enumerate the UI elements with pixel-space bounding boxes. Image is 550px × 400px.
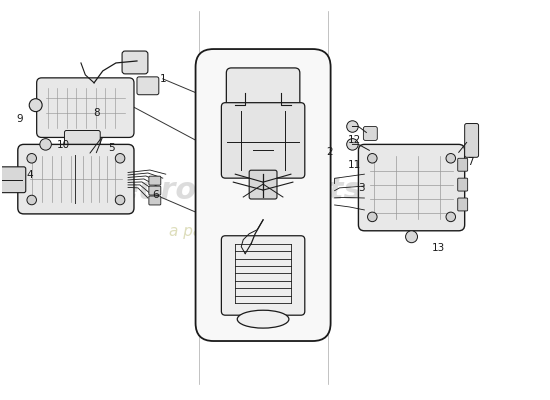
Text: 12: 12	[348, 136, 361, 146]
Text: 6: 6	[152, 190, 159, 200]
Text: 10: 10	[57, 140, 70, 150]
FancyBboxPatch shape	[458, 178, 468, 191]
FancyBboxPatch shape	[465, 124, 478, 157]
FancyBboxPatch shape	[64, 130, 100, 148]
Text: 3: 3	[358, 183, 365, 193]
FancyBboxPatch shape	[227, 68, 300, 110]
Text: a passion for parts: a passion for parts	[169, 224, 311, 239]
Circle shape	[367, 212, 377, 222]
Ellipse shape	[237, 310, 289, 328]
Text: 13: 13	[432, 243, 446, 253]
FancyBboxPatch shape	[149, 186, 161, 195]
Circle shape	[405, 231, 417, 243]
Text: euro car parts: euro car parts	[118, 176, 362, 204]
Circle shape	[346, 121, 358, 132]
Circle shape	[27, 195, 36, 205]
Circle shape	[446, 154, 455, 163]
FancyBboxPatch shape	[137, 77, 159, 95]
Circle shape	[346, 139, 358, 150]
Text: 8: 8	[93, 108, 100, 118]
FancyBboxPatch shape	[18, 144, 134, 214]
Circle shape	[40, 139, 51, 150]
FancyBboxPatch shape	[149, 196, 161, 205]
FancyBboxPatch shape	[249, 170, 277, 199]
Text: 1: 1	[160, 74, 166, 84]
FancyBboxPatch shape	[149, 176, 161, 185]
Circle shape	[116, 195, 125, 205]
Circle shape	[367, 154, 377, 163]
Text: 7: 7	[468, 157, 474, 167]
FancyBboxPatch shape	[458, 158, 468, 171]
Circle shape	[27, 154, 36, 163]
FancyBboxPatch shape	[37, 78, 134, 138]
FancyBboxPatch shape	[359, 144, 465, 231]
Text: 4: 4	[26, 170, 33, 180]
FancyBboxPatch shape	[122, 51, 148, 74]
Text: 9: 9	[16, 114, 23, 124]
Text: 5: 5	[108, 143, 114, 153]
Circle shape	[446, 212, 455, 222]
FancyBboxPatch shape	[458, 198, 468, 211]
Circle shape	[29, 99, 42, 112]
FancyBboxPatch shape	[196, 49, 331, 341]
Circle shape	[116, 154, 125, 163]
FancyBboxPatch shape	[221, 103, 305, 178]
FancyBboxPatch shape	[364, 126, 377, 140]
Text: 2: 2	[326, 147, 333, 157]
FancyBboxPatch shape	[0, 167, 26, 193]
FancyBboxPatch shape	[221, 236, 305, 315]
Text: 11: 11	[348, 160, 361, 170]
